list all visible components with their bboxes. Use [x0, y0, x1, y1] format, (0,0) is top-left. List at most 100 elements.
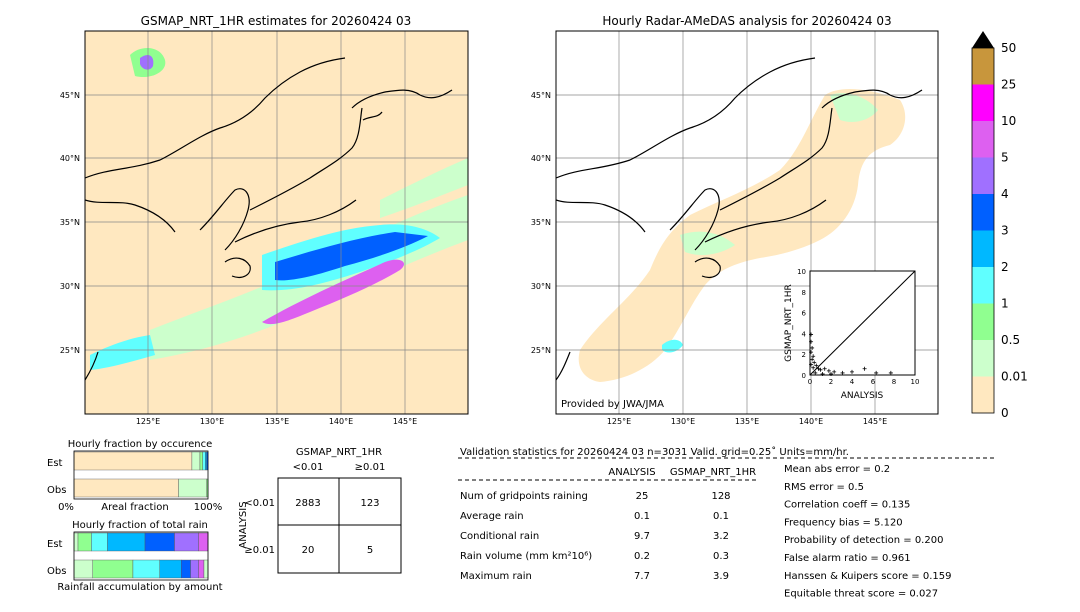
right-light-rain-2 [680, 231, 735, 256]
scatter-point [888, 370, 893, 375]
left-lon-label: 130°E [200, 417, 224, 426]
validation-score: Equitable threat score = 0.027 [784, 589, 938, 600]
colorbar-segment [972, 48, 994, 85]
colorbar-segment [972, 376, 994, 413]
scatter-point [813, 370, 818, 375]
contingency-cell: 123 [360, 498, 379, 509]
scatter-ytick: 0 [802, 372, 806, 380]
left-lat-label: 35°N [60, 218, 80, 227]
fraction-bar-segment [73, 559, 93, 579]
validation-gsmap-value: 0.3 [713, 551, 729, 562]
colorbar-segment [972, 340, 994, 377]
colorbar-label: 1 [1001, 297, 1009, 311]
scatter-xlabel: ANALYSIS [841, 391, 884, 401]
validation-score: Probability of detection = 0.200 [784, 535, 943, 546]
left-coastlines [85, 57, 453, 381]
left-lat-labels: 45°N 40°N 35°N 30°N 25°N [60, 91, 80, 355]
scatter-point [809, 362, 814, 367]
validation-analysis-value: 7.7 [634, 571, 650, 582]
colorbar-segment [972, 121, 994, 158]
right-lon-labels: 125°E 130°E 135°E 140°E 145°E [607, 417, 887, 426]
colorbar-label: 3 [1001, 224, 1009, 238]
colorbar-label: 5 [1001, 151, 1009, 165]
colorbar-label: 10 [1001, 114, 1016, 128]
scatter-ytick: 10 [797, 268, 806, 276]
colorbar-segment [972, 157, 994, 194]
validation-row-label: Rain volume (mm km²10⁶) [460, 551, 592, 562]
validation-gsmap-value: 0.1 [713, 511, 729, 522]
scatter-point [840, 370, 845, 375]
scatter-inset: 0 2 4 6 8 10 0 2 4 6 8 10 ANALYSIS GSMAP_NRT_1HR [784, 268, 919, 401]
fraction-bar-segment [202, 451, 206, 471]
right-lon-label: 135°E [735, 417, 759, 426]
scatter-xtick: 2 [829, 378, 833, 386]
fraction-bar-segment [92, 559, 134, 579]
scatter-xtick: 8 [892, 378, 896, 386]
scatter-ylabel: GSMAP_NRT_1HR [784, 284, 794, 362]
total-rain-row-obs: Obs [47, 566, 66, 577]
right-coastlines [556, 57, 923, 381]
right-lat-labels: 45°N 40°N 35°N 30°N 25°N [531, 91, 551, 355]
right-lat-label: 35°N [531, 218, 551, 227]
colorbar-segment [972, 84, 994, 121]
validation-score: Frequency bias = 5.120 [784, 517, 903, 528]
scatter-ytick: 4 [802, 330, 807, 338]
left-lat-label: 30°N [60, 282, 80, 291]
left-light-rain-north [380, 158, 468, 218]
scatter-ytick: 2 [802, 351, 806, 359]
fraction-bar-segment [178, 478, 207, 498]
contingency-col-lt: <0.01 [293, 462, 324, 473]
colorbar-segment [972, 230, 994, 267]
scatter-point [826, 368, 831, 373]
colorbar-label: 2 [1001, 260, 1009, 274]
scatter-point [829, 371, 833, 376]
total-rain-title: Hourly fraction of total rain [72, 520, 208, 531]
colorbar-label: 0.01 [1001, 370, 1028, 384]
occurence-bars [73, 451, 209, 498]
total-rain-row-est: Est [47, 539, 63, 550]
right-lon-label: 145°E [863, 417, 887, 426]
colorbar-segment [972, 267, 994, 304]
contingency-title: GSMAP_NRT_1HR [296, 447, 382, 458]
fraction-bar-segment [199, 451, 203, 471]
validation-row-label: Conditional rain [460, 531, 539, 542]
occurence-row-obs: Obs [47, 485, 66, 496]
validation-score: Hanssen & Kuipers score = 0.159 [784, 571, 951, 582]
occurence-title: Hourly fraction by occurence [68, 439, 212, 450]
contingency-row-lt: <0.01 [244, 498, 275, 509]
left-lat-label: 25°N [60, 346, 80, 355]
colorbar-label: 25 [1001, 78, 1016, 92]
validation-gsmap-value: 128 [711, 491, 730, 502]
left-lon-labels: 125°E 130°E 135°E 140°E 145°E [136, 417, 417, 426]
scatter-point [816, 366, 821, 371]
contingency-grid [277, 477, 402, 574]
right-cyan-south [662, 339, 683, 353]
fraction-bar-segment [144, 532, 175, 552]
scatter-point [812, 360, 817, 365]
left-lat-label: 45°N [60, 91, 80, 100]
left-nw-core [140, 54, 154, 70]
fraction-bar-segment [132, 559, 160, 579]
left-blue-band [275, 232, 428, 281]
occurence-xtick-100: 100% [194, 502, 223, 513]
validation-gsmap-value: 3.9 [713, 571, 729, 582]
scatter-xtick: 4 [850, 378, 855, 386]
colorbar-label: 0 [1001, 406, 1009, 420]
colorbar-label: 4 [1001, 187, 1009, 201]
validation-row-label: Average rain [460, 511, 524, 522]
contingency-cell: 2883 [295, 498, 320, 509]
left-lon-label: 135°E [265, 417, 289, 426]
validation-row-label: Maximum rain [460, 571, 532, 582]
scatter-point [822, 366, 827, 371]
validation-header: Validation statistics for 20260424 03 n=… [460, 446, 849, 458]
right-map-panel [556, 31, 938, 414]
scatter-point [850, 369, 854, 374]
contingency-col-ge: ≥0.01 [355, 462, 386, 473]
right-lon-label: 130°E [671, 417, 695, 426]
colorbar-label: 50 [1001, 41, 1016, 55]
fraction-bar-segment [73, 451, 193, 471]
occurence-xlabel: Areal fraction [101, 502, 168, 513]
scatter-point [814, 363, 819, 368]
left-map-frame [84, 30, 469, 415]
